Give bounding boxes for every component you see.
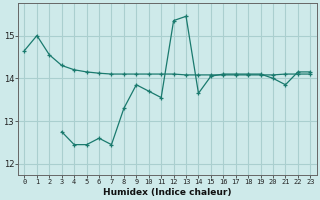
X-axis label: Humidex (Indice chaleur): Humidex (Indice chaleur) — [103, 188, 232, 197]
